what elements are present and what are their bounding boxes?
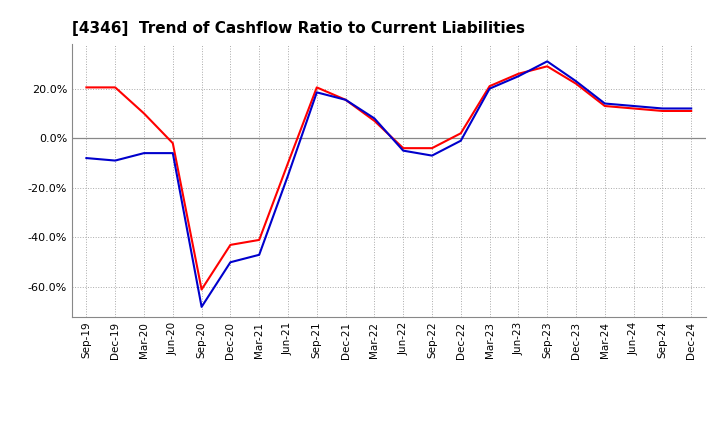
Free CF to Current Liabilities <box>658 106 667 111</box>
Free CF to Current Liabilities <box>600 101 609 106</box>
Free CF to Current Liabilities <box>687 106 696 111</box>
Operating CF to Current Liabilities <box>197 287 206 292</box>
Free CF to Current Liabilities <box>197 304 206 309</box>
Free CF to Current Liabilities <box>428 153 436 158</box>
Free CF to Current Liabilities <box>226 260 235 265</box>
Line: Free CF to Current Liabilities: Free CF to Current Liabilities <box>86 61 691 307</box>
Operating CF to Current Liabilities <box>629 106 638 111</box>
Free CF to Current Liabilities <box>255 252 264 257</box>
Operating CF to Current Liabilities <box>572 81 580 86</box>
Free CF to Current Liabilities <box>341 97 350 103</box>
Free CF to Current Liabilities <box>111 158 120 163</box>
Operating CF to Current Liabilities <box>399 146 408 151</box>
Operating CF to Current Liabilities <box>543 64 552 69</box>
Free CF to Current Liabilities <box>370 116 379 121</box>
Operating CF to Current Liabilities <box>370 118 379 124</box>
Free CF to Current Liabilities <box>629 103 638 109</box>
Operating CF to Current Liabilities <box>658 108 667 114</box>
Operating CF to Current Liabilities <box>687 108 696 114</box>
Operating CF to Current Liabilities <box>312 85 321 90</box>
Free CF to Current Liabilities <box>140 150 148 156</box>
Line: Operating CF to Current Liabilities: Operating CF to Current Liabilities <box>86 66 691 290</box>
Free CF to Current Liabilities <box>312 90 321 95</box>
Free CF to Current Liabilities <box>168 150 177 156</box>
Operating CF to Current Liabilities <box>514 71 523 77</box>
Free CF to Current Liabilities <box>543 59 552 64</box>
Free CF to Current Liabilities <box>572 79 580 84</box>
Operating CF to Current Liabilities <box>600 103 609 109</box>
Free CF to Current Liabilities <box>456 138 465 143</box>
Operating CF to Current Liabilities <box>111 85 120 90</box>
Free CF to Current Liabilities <box>284 173 292 178</box>
Operating CF to Current Liabilities <box>284 161 292 166</box>
Operating CF to Current Liabilities <box>255 237 264 242</box>
Text: [4346]  Trend of Cashflow Ratio to Current Liabilities: [4346] Trend of Cashflow Ratio to Curren… <box>72 21 525 36</box>
Free CF to Current Liabilities <box>82 155 91 161</box>
Operating CF to Current Liabilities <box>428 146 436 151</box>
Free CF to Current Liabilities <box>514 73 523 79</box>
Free CF to Current Liabilities <box>485 86 494 91</box>
Operating CF to Current Liabilities <box>226 242 235 248</box>
Operating CF to Current Liabilities <box>485 84 494 89</box>
Operating CF to Current Liabilities <box>456 131 465 136</box>
Operating CF to Current Liabilities <box>341 97 350 103</box>
Operating CF to Current Liabilities <box>140 111 148 116</box>
Operating CF to Current Liabilities <box>82 85 91 90</box>
Operating CF to Current Liabilities <box>168 140 177 146</box>
Free CF to Current Liabilities <box>399 148 408 153</box>
